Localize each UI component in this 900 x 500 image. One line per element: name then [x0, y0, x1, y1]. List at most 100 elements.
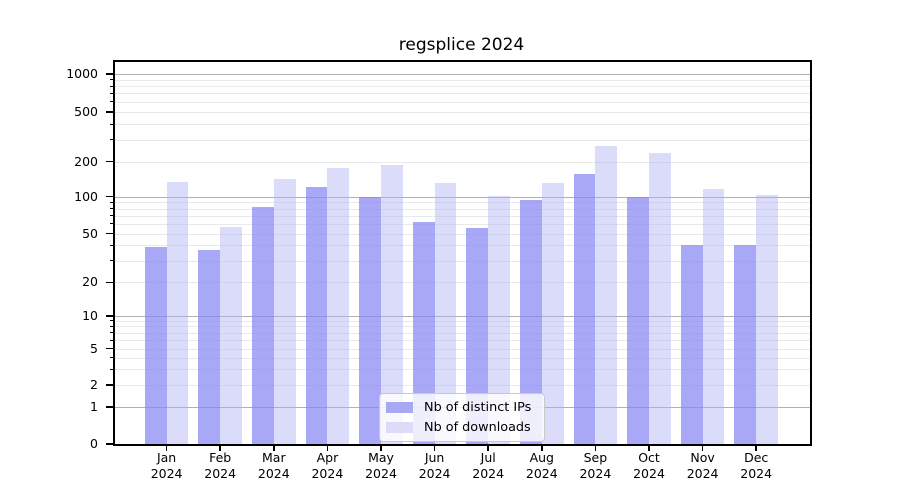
x-tick-label: Jul 2024 — [472, 450, 505, 481]
y-minor-tick-mark — [109, 320, 113, 322]
y-tick-label: 5 — [90, 340, 98, 356]
x-tick-label: Jan 2024 — [150, 450, 183, 481]
minor-gridline — [113, 215, 810, 217]
right-spine — [810, 60, 812, 446]
y-minor-tick-mark — [109, 368, 113, 370]
legend-label-downloads: Nb of downloads — [424, 420, 531, 435]
minor-gridline — [113, 385, 810, 387]
y-minor-tick-mark — [109, 260, 113, 262]
y-tick-label: 1 — [90, 399, 98, 415]
legend-label-distinct-ips: Nb of distinct IPs — [424, 400, 532, 415]
x-tick-mark — [433, 445, 436, 451]
minor-gridline — [113, 93, 810, 95]
bar-downloads-jun — [434, 183, 457, 444]
x-tick-label: Oct 2024 — [633, 450, 665, 481]
bar-distinct-ips-sep — [573, 173, 596, 444]
y-tick-label: 10 — [82, 307, 98, 323]
minor-gridline — [113, 245, 810, 247]
bar-distinct-ips-dec — [734, 245, 757, 444]
bar-downloads-oct — [649, 152, 671, 444]
y-minor-tick-mark — [109, 79, 113, 81]
y-minor-tick-mark — [109, 85, 113, 87]
left-spine — [113, 60, 115, 446]
legend: Nb of distinct IPs Nb of downloads — [379, 393, 545, 442]
y-minor-tick-mark — [109, 101, 113, 103]
x-tick-label: Dec 2024 — [740, 450, 773, 481]
bar-distinct-ips-mar — [252, 206, 274, 444]
y-minor-tick-mark — [109, 215, 113, 217]
y-tick-mark — [106, 281, 113, 284]
bar-downloads-aug — [541, 183, 564, 444]
y-tick-mark — [106, 160, 113, 163]
x-tick-mark — [273, 445, 275, 451]
y-tick-label: 100 — [74, 188, 98, 204]
y-tick-label: 1000 — [66, 65, 98, 81]
minor-gridline — [113, 282, 810, 284]
x-tick-label: Jun 2024 — [418, 450, 451, 481]
bar-distinct-ips-nov — [680, 245, 703, 444]
y-minor-tick-mark — [109, 357, 113, 359]
minor-gridline — [113, 86, 810, 88]
minor-gridline — [113, 332, 810, 334]
x-tick-mark — [380, 445, 382, 451]
minor-gridline — [113, 111, 810, 113]
x-tick-mark — [165, 445, 168, 451]
minor-gridline — [113, 161, 810, 163]
y-tick-label: 50 — [82, 225, 98, 241]
x-tick-mark — [326, 445, 329, 451]
bar-distinct-ips-may — [359, 196, 381, 444]
bottom-spine — [113, 444, 812, 446]
y-minor-tick-mark — [109, 223, 113, 225]
legend-item-distinct-ips: Nb of distinct IPs — [386, 400, 536, 415]
y-tick-mark — [106, 406, 113, 408]
x-tick-mark — [701, 445, 704, 451]
bar-downloads-apr — [327, 167, 350, 444]
minor-gridline — [113, 223, 810, 225]
minor-gridline — [113, 369, 810, 371]
x-tick-mark — [755, 445, 757, 451]
bar-downloads-jan — [166, 181, 189, 444]
y-minor-tick-mark — [109, 332, 113, 334]
bar-distinct-ips-jan — [144, 246, 167, 444]
legend-swatch-distinct-ips — [386, 402, 413, 413]
y-minor-tick-mark — [109, 123, 113, 125]
minor-gridline — [113, 340, 810, 342]
x-tick-mark — [541, 445, 543, 451]
y-tick-mark — [106, 384, 113, 386]
y-tick-label: 0 — [90, 436, 98, 451]
bar-distinct-ips-jul — [466, 228, 489, 444]
bar-downloads-sep — [595, 146, 618, 444]
chart-title: regsplice 2024 — [398, 35, 525, 55]
legend-item-downloads: Nb of downloads — [386, 420, 536, 435]
x-tick-label: Sep 2024 — [579, 450, 612, 481]
minor-gridline — [113, 326, 810, 328]
bar-distinct-ips-feb — [198, 249, 221, 444]
bar-downloads-nov — [702, 189, 725, 444]
bar-downloads-mar — [273, 179, 296, 444]
bar-distinct-ips-aug — [520, 199, 542, 444]
legend-swatch-downloads — [386, 422, 413, 433]
x-tick-label: Feb 2024 — [204, 450, 237, 481]
major-gridline — [113, 315, 810, 317]
x-tick-mark — [219, 445, 221, 451]
major-gridline — [113, 73, 810, 75]
bar-distinct-ips-oct — [627, 196, 649, 444]
y-tick-label: 200 — [74, 153, 98, 169]
y-tick-mark — [106, 195, 113, 198]
major-gridline — [113, 196, 810, 198]
x-tick-label: Aug 2024 — [525, 450, 558, 481]
bar-downloads-jul — [488, 196, 510, 444]
y-tick-mark — [106, 232, 113, 235]
x-tick-label: Mar 2024 — [257, 450, 290, 481]
bar-distinct-ips-jun — [412, 222, 435, 444]
y-tick-label: 2 — [90, 377, 98, 393]
bar-distinct-ips-apr — [305, 187, 328, 444]
minor-gridline — [113, 79, 810, 81]
bar-downloads-may — [381, 164, 403, 444]
minor-gridline — [113, 208, 810, 210]
x-tick-label: May 2024 — [365, 450, 397, 481]
y-tick-mark — [106, 111, 113, 113]
y-tick-label: 500 — [74, 103, 98, 119]
y-tick-mark — [106, 443, 113, 445]
